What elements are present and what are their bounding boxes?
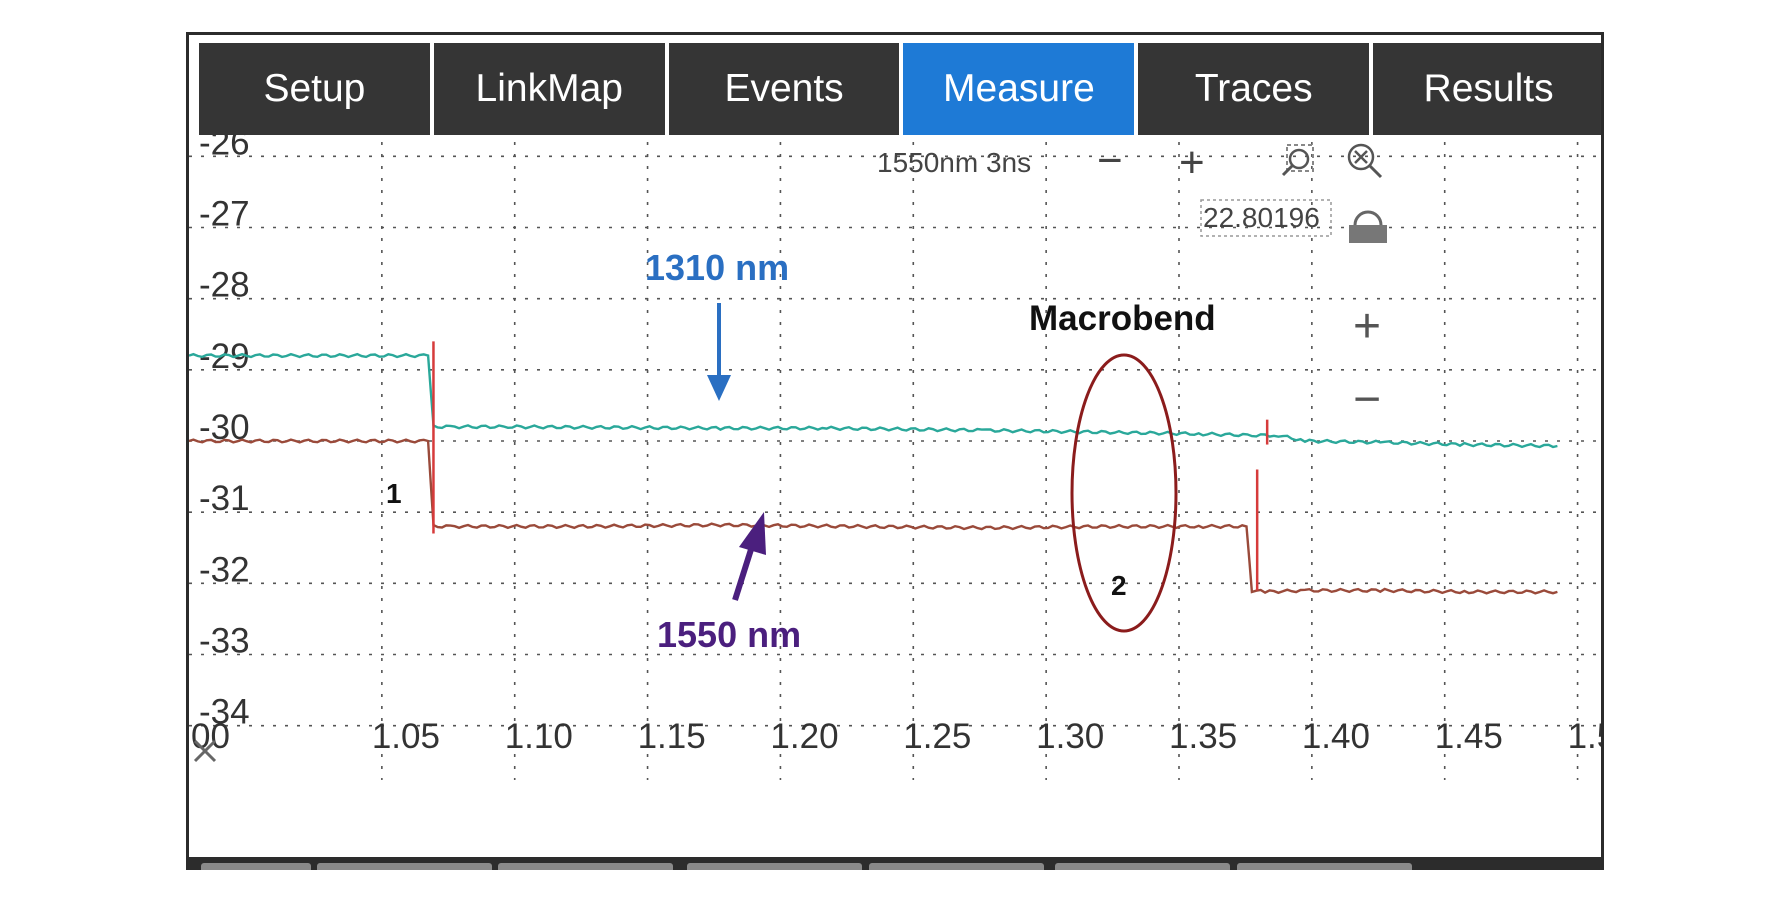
plot-grid [189, 130, 1601, 780]
vertical-zoom-out-button[interactable]: − [1353, 373, 1381, 426]
x-axis-ticks: 00 1.05 1.10 1.15 1.20 1.25 1.30 1.35 1.40 1.45 1.… [191, 717, 1604, 756]
bottom-button-6[interactable] [1055, 863, 1230, 870]
trace-plot[interactable]: -26-27-28-29-30-31-32-33-34 00 1.05 1.10 1.… [189, 35, 1604, 870]
y-tick-label: -29 [199, 337, 250, 376]
x-tick-label: 1.05 [372, 717, 440, 756]
trace-line-1550 [189, 438, 1558, 595]
tab-bar: Setup LinkMap Events Measure Traces Results [199, 43, 1601, 135]
y-tick-label: -28 [199, 266, 250, 305]
x-tick-label: 1.40 [1302, 717, 1370, 756]
x-tick-label: 1.20 [770, 717, 838, 756]
y-tick-label: -34 [199, 693, 250, 732]
x-tick-label: 1.30 [1036, 717, 1104, 756]
annotation-arrow-1310 [707, 303, 731, 401]
event-markers [432, 341, 1269, 591]
value-readout: 22.80196 [1203, 202, 1320, 233]
tab-results[interactable]: Results [1373, 43, 1601, 135]
event-label-2: 2 [1111, 570, 1127, 601]
x-tick-label: 00 [191, 717, 230, 756]
y-tick-label: -32 [199, 550, 250, 589]
trace-line-1310 [189, 352, 1558, 449]
x-tick-label: 1.10 [505, 717, 573, 756]
lock-icon[interactable] [1349, 210, 1387, 243]
bottom-button-5[interactable] [869, 863, 1044, 870]
y-axis-ticks: -26-27-28-29-30-31-32-33-34 [199, 123, 250, 731]
x-tick-label: 1.35 [1169, 717, 1237, 756]
trace-label: 1550nm 3ns [877, 147, 1031, 178]
trace-lines [189, 352, 1558, 595]
label-1550: 1550 nm [657, 614, 801, 655]
bottom-button-1[interactable] [201, 863, 311, 870]
value-readout-box [1200, 199, 1332, 237]
x-tick-label: 1.45 [1435, 717, 1503, 756]
y-tick-label: -31 [199, 479, 250, 518]
y-tick-label: -27 [199, 195, 250, 234]
zoom-area-icon[interactable] [1281, 144, 1314, 177]
home-cross-icon[interactable] [193, 739, 217, 763]
tab-traces[interactable]: Traces [1138, 43, 1370, 135]
otdr-screen: -26 -27 -28 -29 -30 -31 -32 -33 -34 00 1.05 1.10 1.… [186, 32, 1604, 870]
y-tick-label: -33 [199, 621, 250, 660]
bottom-button-4[interactable] [687, 863, 862, 870]
zoom-reset-icon[interactable] [1347, 143, 1383, 179]
zoom-in-button[interactable]: + [1179, 138, 1205, 187]
x-tick-label: 1.25 [903, 717, 971, 756]
x-tick-label: 1.50 [1568, 717, 1604, 756]
tab-setup[interactable]: Setup [199, 43, 430, 135]
tab-events[interactable]: Events [668, 43, 900, 135]
zoom-out-button[interactable]: − [1097, 136, 1123, 185]
x-tick-label: 1.15 [638, 717, 706, 756]
bottom-button-7[interactable] [1237, 863, 1412, 870]
event-label-1: 1 [386, 478, 402, 509]
bottom-button-2[interactable] [317, 863, 492, 870]
macrobend-ellipse [1070, 353, 1178, 633]
annotation-arrow-1550 [732, 512, 766, 601]
vertical-zoom-in-button[interactable]: + [1353, 300, 1381, 353]
bottom-button-3[interactable] [498, 863, 673, 870]
label-1310: 1310 nm [645, 247, 789, 288]
tab-linkmap[interactable]: LinkMap [433, 43, 665, 135]
label-macrobend: Macrobend [1029, 299, 1216, 338]
tab-measure[interactable]: Measure [903, 43, 1135, 135]
